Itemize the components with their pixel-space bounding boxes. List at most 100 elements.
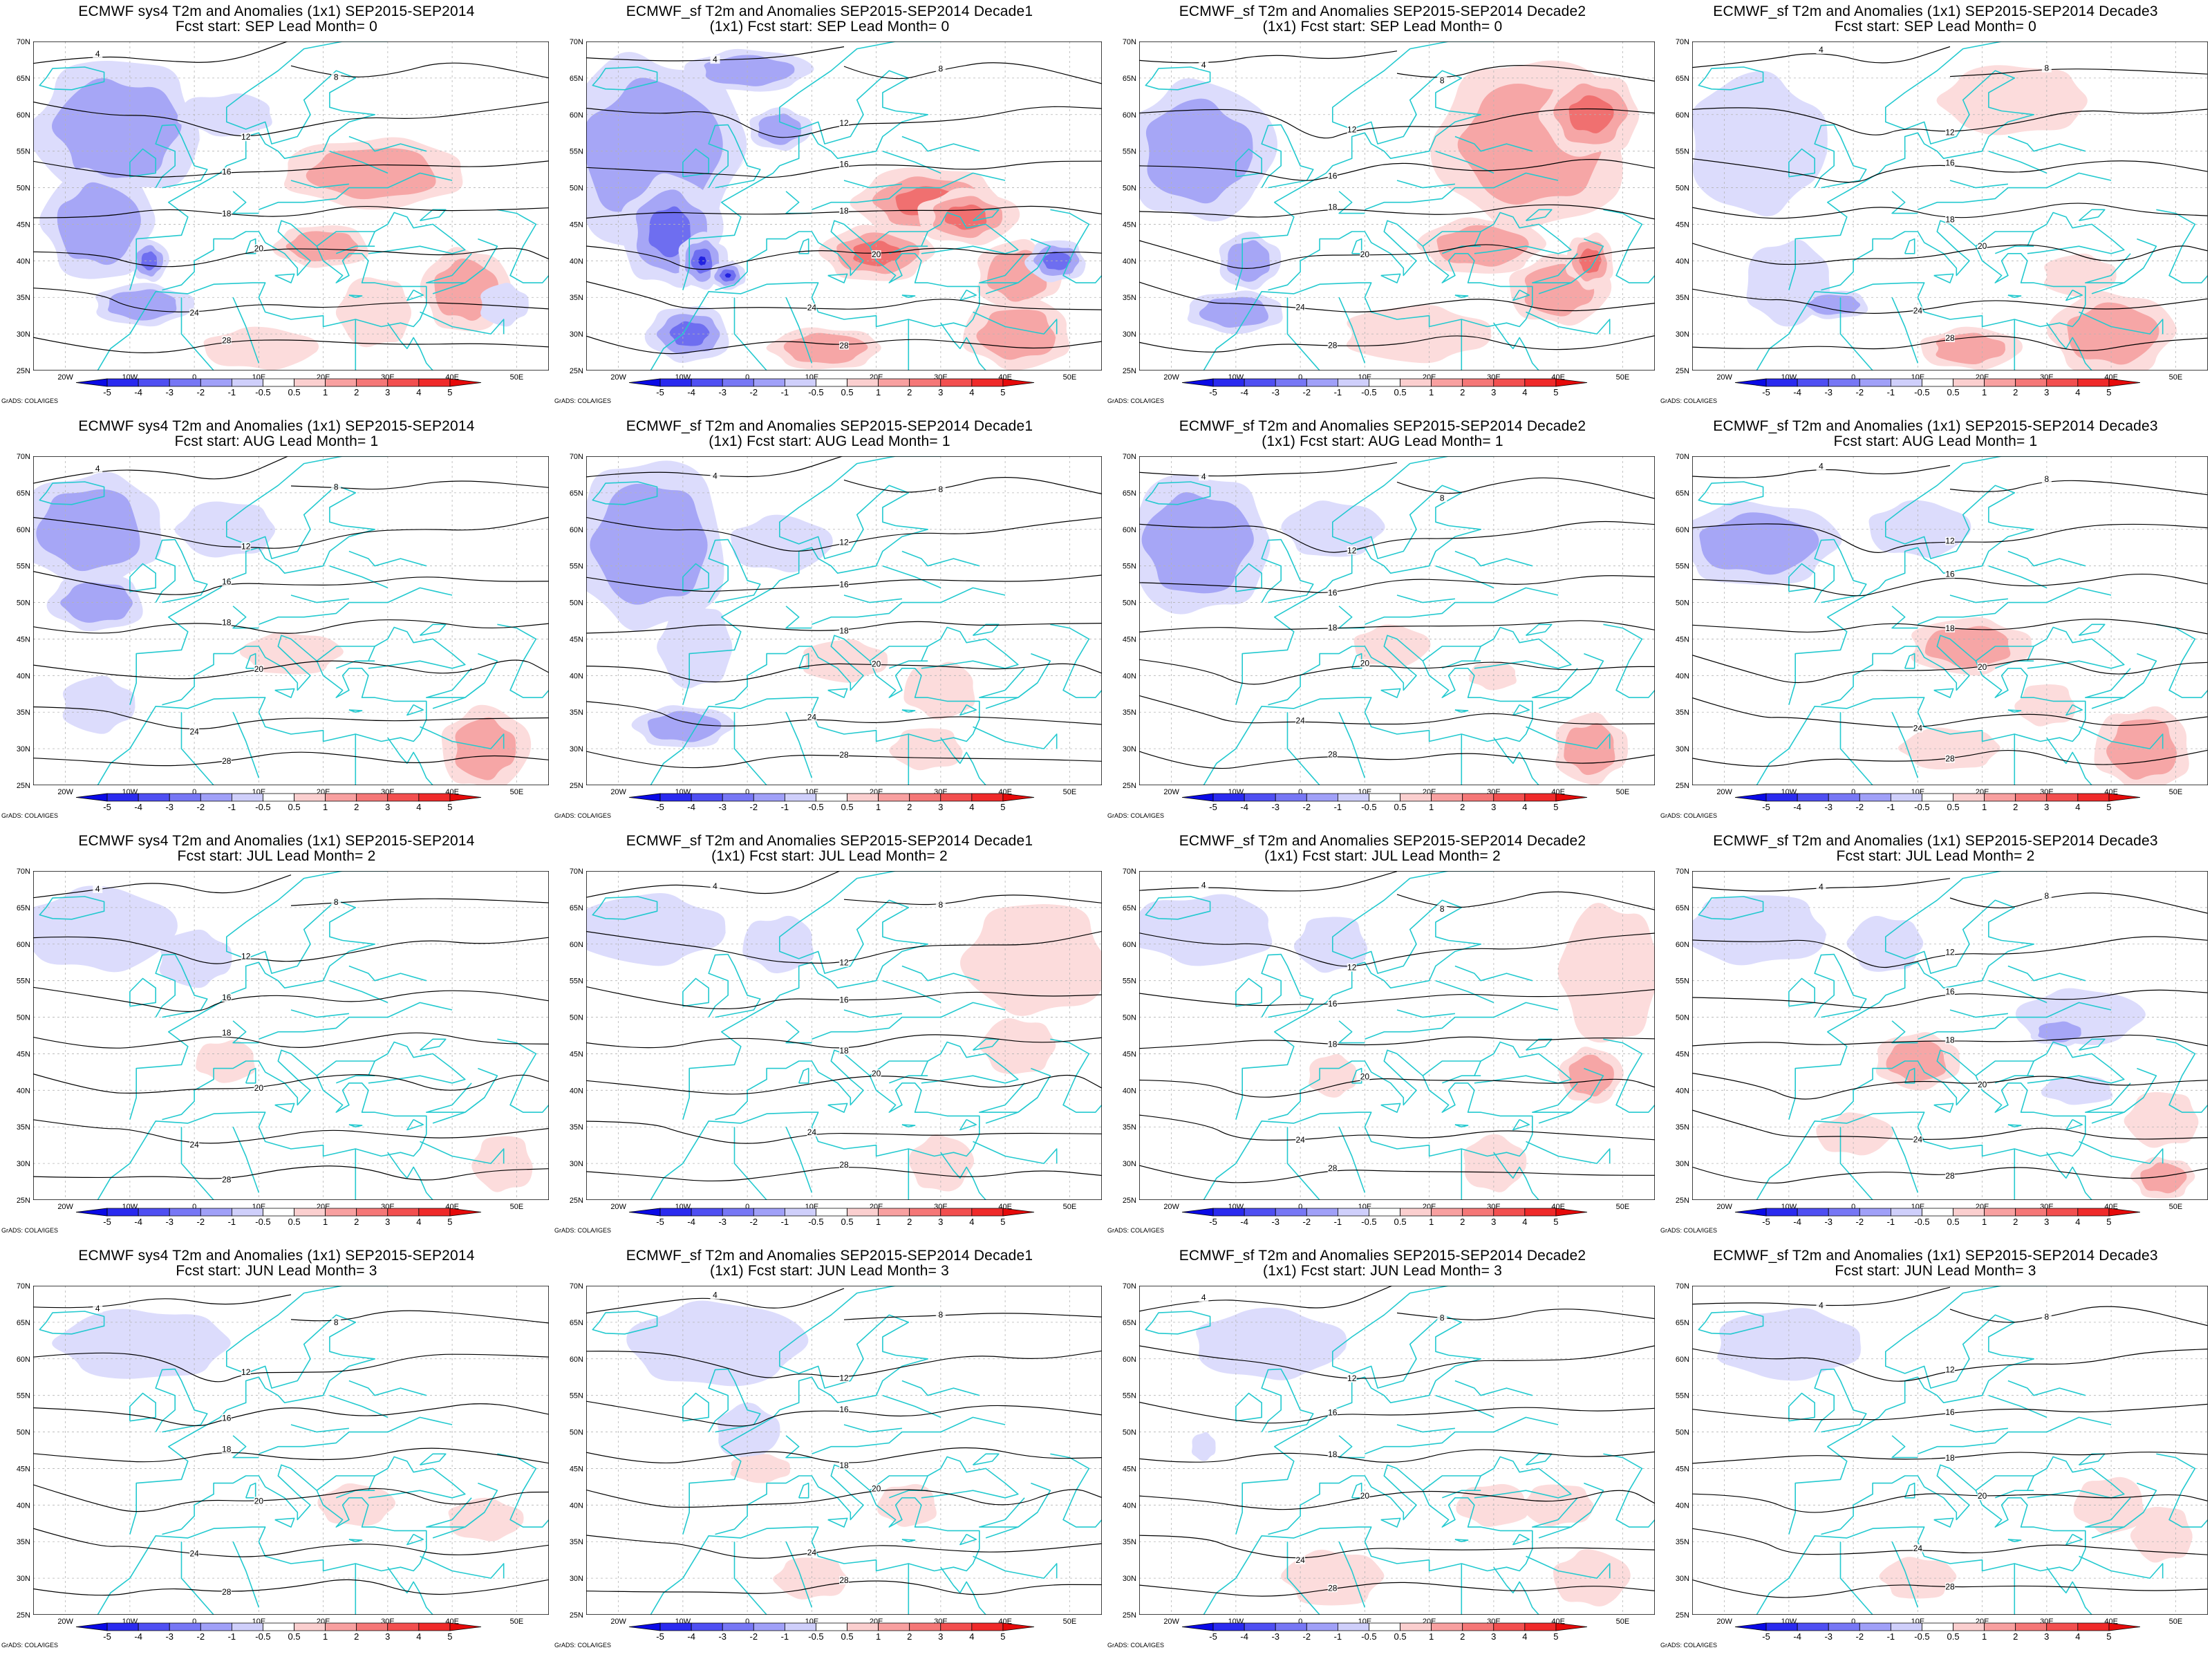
coastline bbox=[1380, 1103, 1401, 1113]
contour-line-16 bbox=[33, 1403, 549, 1427]
colorbar-label: 5 bbox=[2106, 1217, 2111, 1227]
colorbar-label: -4 bbox=[1240, 387, 1248, 397]
coastline bbox=[1235, 871, 1494, 1120]
colorbar-swatch bbox=[294, 378, 326, 387]
coastline bbox=[1891, 1435, 1918, 1459]
coastline bbox=[1365, 1002, 1559, 1040]
coastline bbox=[274, 273, 295, 283]
coastline bbox=[972, 624, 1000, 636]
colorbar-swatch bbox=[971, 793, 1004, 802]
colorbar-swatch bbox=[1734, 1208, 1767, 1217]
colorbar-swatch bbox=[231, 378, 263, 387]
lat-label: 55N bbox=[17, 1392, 30, 1400]
contour-line-20 bbox=[1139, 659, 1655, 685]
colorbar-label: 5 bbox=[1000, 802, 1005, 812]
colorbar-swatch bbox=[1212, 793, 1245, 802]
contour-label: 4 bbox=[95, 464, 100, 474]
coastline bbox=[592, 896, 658, 920]
contour-line-8 bbox=[290, 1310, 549, 1324]
contour-line-24 bbox=[1139, 695, 1655, 725]
colorbar-label: 5 bbox=[2106, 1631, 2111, 1642]
coastline bbox=[155, 124, 208, 189]
colorbar-swatch bbox=[1275, 378, 1307, 387]
colorbar: -5 -4 -3 -2 -1 -0.5 0.5 1 2 3 4 5 bbox=[628, 1622, 1035, 1642]
coastline bbox=[985, 1097, 1038, 1124]
colorbar-swatch bbox=[356, 1622, 388, 1631]
colorbar-label: 1 bbox=[876, 1631, 881, 1642]
lat-label: 40N bbox=[1123, 257, 1136, 265]
colorbar-swatch bbox=[200, 793, 232, 802]
contour-line-20 bbox=[1139, 240, 1655, 269]
contour-line-16 bbox=[1139, 575, 1655, 593]
forecast-panel-2: ECMWF_sf T2m and Anomalies SEP2015-SEP20… bbox=[553, 0, 1106, 415]
anomaly-blob bbox=[1879, 1557, 1959, 1599]
colorbar-swatch bbox=[1244, 1622, 1276, 1631]
lat-label: 70N bbox=[1676, 453, 1689, 461]
colorbar-swatch bbox=[418, 1208, 451, 1217]
coastline bbox=[1338, 711, 1366, 778]
panel-subtitle: (1x1) Fcst start: JUN Lead Month= 3 bbox=[1262, 1263, 1503, 1279]
colorbar-label: -5 bbox=[656, 1217, 664, 1227]
contour-label: 12 bbox=[1945, 1365, 1955, 1374]
contour-label: 18 bbox=[1945, 1453, 1955, 1463]
coastline bbox=[387, 1566, 434, 1615]
colorbar-label: -0.5 bbox=[1361, 1217, 1376, 1227]
lat-label: 60N bbox=[1676, 941, 1689, 949]
latitude-labels: 70N 65N 60N 55N 50N 45N 40N 35N 30N 25N bbox=[1123, 1282, 1136, 1620]
contour-line-18 bbox=[1139, 1449, 1655, 1463]
lat-label: 45N bbox=[17, 221, 30, 229]
coastline bbox=[1203, 220, 1533, 371]
contour-label: 18 bbox=[1328, 1039, 1338, 1049]
lon-label: 0 bbox=[192, 1203, 196, 1211]
lon-label: 0 bbox=[1851, 1203, 1855, 1211]
colorbar-label: 2 bbox=[2013, 387, 2018, 397]
coastline bbox=[368, 212, 466, 254]
colorbar-swatch bbox=[2108, 1622, 2141, 1631]
contour-line-4 bbox=[1139, 462, 1398, 477]
europe-anomaly-map: 4 8 12 16 18 20 24 28 bbox=[33, 41, 549, 371]
lat-label: 40N bbox=[570, 1087, 583, 1095]
colorbar-label: 2 bbox=[354, 802, 359, 812]
colorbar-swatch bbox=[1859, 793, 1891, 802]
coastline bbox=[432, 682, 485, 709]
lat-label: 25N bbox=[1676, 782, 1689, 790]
panel-title: ECMWF sys4 T2m and Anomalies (1x1) SEP20… bbox=[78, 833, 475, 849]
contour-label: 18 bbox=[1945, 1035, 1955, 1044]
contour-labels: 4 8 12 16 18 20 24 28 bbox=[710, 1291, 946, 1585]
anomaly-blob bbox=[203, 326, 321, 371]
coastline bbox=[921, 1456, 1019, 1499]
anomaly-blob bbox=[979, 1018, 1058, 1074]
coastline bbox=[1526, 1141, 1611, 1164]
coastline bbox=[1435, 565, 1494, 589]
europe-anomaly-map: 4 8 12 16 18 20 24 28 bbox=[1139, 456, 1655, 785]
coastline bbox=[1203, 1049, 1533, 1200]
colorbar-label: -3 bbox=[165, 387, 174, 397]
lat-label: 55N bbox=[570, 977, 583, 986]
coastline bbox=[2091, 1097, 2144, 1124]
colorbar-label: 3 bbox=[938, 802, 943, 812]
contour-label: 8 bbox=[1440, 76, 1445, 86]
grads-credit: GrADS: COLA/IGES bbox=[1, 812, 58, 819]
coastline bbox=[1050, 209, 1102, 283]
coastline bbox=[1891, 711, 1919, 778]
colorbar-swatch bbox=[1493, 1208, 1526, 1217]
lat-label: 55N bbox=[17, 148, 30, 156]
contour-line-4 bbox=[1139, 1286, 1394, 1312]
coastline bbox=[1261, 1368, 1314, 1433]
colorbar-label: -1 bbox=[1334, 1217, 1342, 1227]
lon-label: 0 bbox=[745, 373, 749, 382]
coastline bbox=[1904, 1067, 1915, 1084]
panel-subtitle: Fcst start: SEP Lead Month= 0 bbox=[176, 19, 377, 35]
coastline bbox=[882, 565, 941, 589]
colorbar-label: 4 bbox=[969, 1631, 974, 1642]
lat-label: 35N bbox=[570, 294, 583, 302]
colorbar-swatch bbox=[2015, 378, 2047, 387]
forecast-panel-15: ECMWF_sf T2m and Anomalies SEP2015-SEP20… bbox=[1106, 1244, 1659, 1659]
coastline bbox=[869, 231, 928, 247]
coastline bbox=[97, 1464, 427, 1615]
coastline bbox=[2065, 704, 2083, 716]
coastline bbox=[921, 626, 1019, 669]
